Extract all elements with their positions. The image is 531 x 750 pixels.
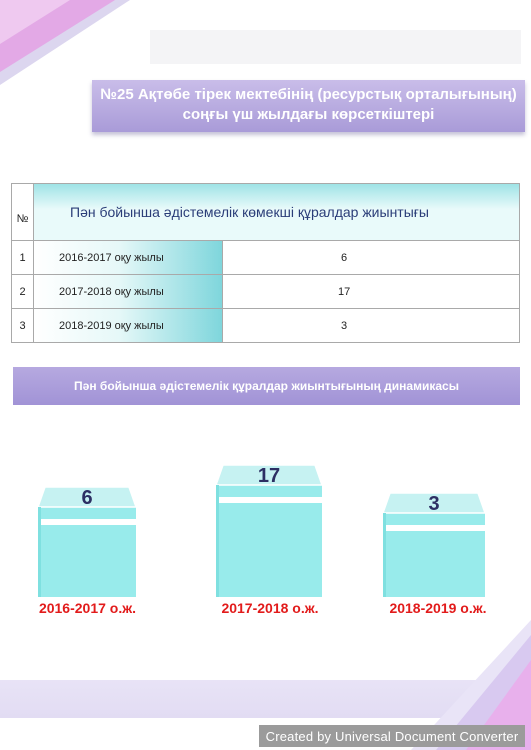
page-title-line-2: соңғы үш жылдағы көрсеткіштері [182, 106, 435, 123]
box-side [216, 485, 219, 597]
box-band [38, 519, 136, 525]
box-top [214, 464, 324, 486]
table-row-year: 2016-2017 оқу жылы [34, 240, 222, 274]
box-band [383, 525, 485, 531]
page-title-line-1: №25 Ақтөбе тірек мектебінің (ресурстық о… [100, 86, 517, 103]
year-label-2017: 2017-2018 о.ж. [221, 600, 319, 616]
page-title: №25 Ақтөбе тірек мектебінің (ресурстық о… [92, 80, 525, 132]
table-row-num: 1 [12, 240, 34, 274]
row-year-label: 2016-2017 оқу жылы [59, 251, 164, 264]
row-year-label: 2018-2019 оқу жылы [59, 319, 164, 332]
row-value: 3 [341, 319, 348, 332]
decorative-corner-bottom-right [411, 620, 531, 750]
data-table: № Пән бойынша әдістемелік көмекші құралд… [11, 183, 520, 343]
row-year-label: 2017-2018 оқу жылы [59, 285, 164, 298]
box-value-label: 17 [258, 465, 280, 487]
row-value: 17 [338, 285, 351, 298]
box-value-label: 3 [428, 493, 439, 515]
box-top [381, 492, 487, 514]
table-header-cell: Пән бойынша әдістемелік көмекші құралдар… [34, 184, 519, 240]
table-header-label: Пән бойынша әдістемелік көмекші құралдар… [70, 204, 429, 220]
table-row-value: 3 [222, 308, 519, 342]
dynamics-title-label: Пән бойынша әдістемелік құралдар жиынтығ… [74, 379, 459, 393]
row-number: 3 [19, 319, 26, 332]
row-number: 1 [19, 251, 26, 264]
table-row-year: 2017-2018 оқу жылы [34, 274, 222, 308]
watermark-text: Created by Universal Document Converter [265, 728, 519, 744]
dynamics-title: Пән бойынша әдістемелік құралдар жиынтығ… [13, 367, 520, 405]
table-row-value: 6 [222, 240, 519, 274]
box-value-label: 6 [81, 487, 92, 509]
box-chart: 6 17 3 [36, 464, 487, 597]
year-label-2016: 2016-2017 о.ж. [38, 600, 137, 616]
decorative-corner-top-left [0, 0, 130, 85]
box-top [36, 486, 138, 508]
num-header-cell: № [12, 184, 34, 240]
header-band [150, 30, 521, 64]
watermark: Created by Universal Document Converter [259, 725, 525, 747]
table-row-num: 3 [12, 308, 34, 342]
footer-band [0, 680, 531, 718]
table-row-value: 17 [222, 274, 519, 308]
num-header-label: № [16, 213, 29, 225]
row-value: 6 [341, 251, 348, 264]
table-row-num: 2 [12, 274, 34, 308]
year-label-2018: 2018-2019 о.ж. [389, 600, 487, 616]
box-side [383, 513, 386, 597]
box-side [38, 507, 41, 597]
box-front [216, 485, 322, 597]
table-row-year: 2018-2019 оқу жылы [34, 308, 222, 342]
row-number: 2 [19, 285, 26, 298]
box-band [216, 497, 322, 503]
